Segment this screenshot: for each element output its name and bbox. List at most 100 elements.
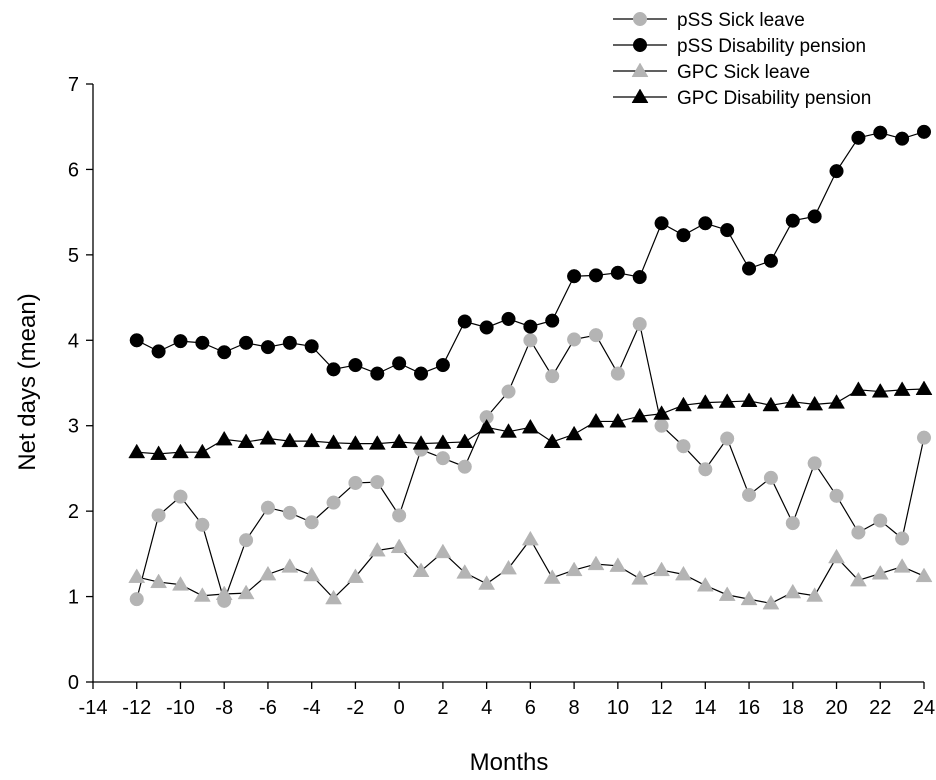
- data-point: [873, 513, 888, 528]
- data-point: [237, 584, 255, 600]
- data-point: [806, 395, 824, 411]
- x-tick-label: 6: [525, 697, 536, 719]
- data-point: [172, 576, 189, 591]
- x-tick-label: 22: [869, 697, 891, 719]
- x-tick-label: 18: [782, 697, 804, 719]
- data-point: [632, 317, 647, 332]
- data-point: [457, 459, 472, 474]
- data-point: [916, 124, 932, 139]
- series-line: [136, 538, 925, 605]
- series-line: [136, 322, 925, 603]
- data-point: [784, 393, 802, 408]
- data-point: [260, 340, 275, 355]
- data-point: [543, 433, 561, 448]
- data-point: [303, 566, 321, 582]
- legend-item: GPC Disability pension: [613, 88, 871, 109]
- data-point: [632, 270, 647, 285]
- x-tick-label: 14: [694, 697, 716, 719]
- data-point: [523, 319, 538, 334]
- legend-marker: [631, 62, 649, 78]
- data-point: [675, 565, 692, 581]
- x-tick-label: 4: [481, 697, 492, 719]
- data-point: [128, 443, 146, 459]
- data-point: [392, 356, 407, 371]
- data-point: [281, 432, 299, 448]
- data-point: [565, 561, 583, 577]
- data-point: [610, 265, 625, 280]
- data-point: [501, 311, 516, 326]
- data-point: [479, 320, 494, 335]
- data-point: [742, 261, 757, 276]
- data-point: [763, 253, 778, 268]
- data-point: [609, 412, 627, 428]
- legend-label: GPC Disability pension: [677, 88, 871, 109]
- y-tick-label: 4: [68, 330, 79, 352]
- y-tick-label: 5: [68, 245, 79, 267]
- series-pss-disability-pension: [129, 124, 932, 381]
- data-point: [567, 269, 582, 284]
- data-point: [150, 573, 168, 589]
- x-tick-label: -8: [215, 697, 233, 719]
- x-tick-label: 24: [913, 697, 935, 719]
- data-point: [545, 313, 560, 328]
- data-point: [282, 335, 297, 350]
- data-point: [346, 568, 364, 583]
- y-tick-label: 2: [68, 501, 79, 523]
- data-point: [348, 475, 363, 491]
- legend-label: GPC Sick leave: [677, 62, 810, 83]
- data-point: [696, 394, 714, 409]
- data-point: [237, 433, 255, 448]
- data-point: [521, 418, 539, 434]
- x-tick-label: 10: [607, 697, 629, 719]
- x-tick-label: 20: [825, 697, 847, 719]
- data-point: [851, 525, 866, 540]
- data-point: [325, 589, 342, 605]
- data-point: [698, 462, 713, 477]
- data-point: [150, 445, 168, 460]
- data-point: [609, 557, 627, 572]
- data-point: [303, 432, 321, 448]
- y-tick-label: 3: [68, 416, 79, 438]
- data-point: [873, 125, 888, 140]
- data-point: [742, 487, 757, 502]
- data-point: [762, 396, 780, 412]
- legend-item: GPC Sick leave: [613, 62, 810, 83]
- legend-marker: [632, 11, 648, 27]
- data-point: [435, 451, 450, 466]
- series-pss-sick-leave: [129, 317, 932, 608]
- data-point: [740, 392, 758, 407]
- data-point: [567, 332, 582, 347]
- data-point: [523, 333, 538, 348]
- x-axis-title: Months: [470, 749, 549, 776]
- data-point: [763, 470, 778, 485]
- x-tick-label: -4: [303, 697, 321, 719]
- data-point: [239, 335, 254, 350]
- data-point: [720, 223, 735, 238]
- data-point: [259, 565, 277, 581]
- data-point: [195, 335, 210, 350]
- data-point: [718, 586, 736, 601]
- data-point: [588, 328, 604, 343]
- data-point: [259, 430, 277, 445]
- data-point: [500, 423, 517, 438]
- data-point: [720, 431, 735, 446]
- data-point: [807, 209, 822, 224]
- y-tick-label: 1: [68, 587, 79, 609]
- data-point: [893, 381, 911, 396]
- data-point: [370, 475, 385, 490]
- data-point: [412, 435, 430, 450]
- data-point: [829, 164, 844, 179]
- data-point: [390, 433, 408, 448]
- data-point: [501, 384, 516, 399]
- data-point: [587, 412, 605, 428]
- data-point: [193, 587, 211, 602]
- data-point: [654, 216, 669, 231]
- data-point: [631, 407, 649, 423]
- y-axis-ticks: 0 1 2 3 4 5 6 7: [68, 74, 93, 694]
- legend-label: pSS Sick leave: [677, 10, 805, 31]
- data-point: [543, 569, 561, 584]
- data-point: [500, 559, 517, 575]
- data-point: [565, 425, 583, 441]
- data-point: [588, 268, 604, 283]
- data-point: [915, 567, 933, 583]
